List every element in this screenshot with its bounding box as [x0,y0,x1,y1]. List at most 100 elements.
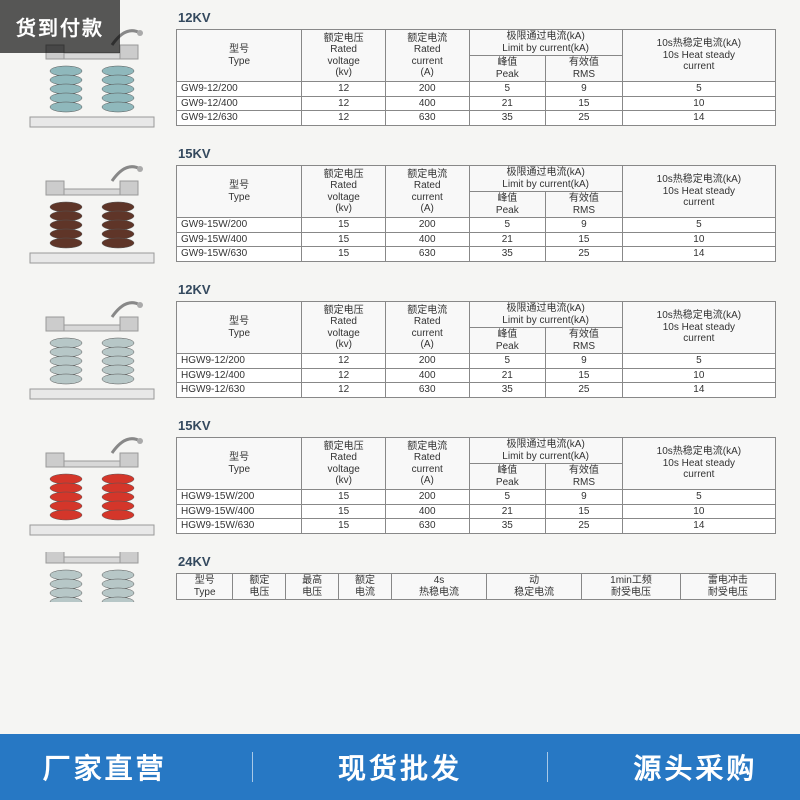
table-cell: 21 [469,504,546,519]
spec-table: 型号Type额定电压Ratedvoltage(kv)额定电流Ratedcurre… [176,301,776,398]
table-header: 额定电压 [233,574,286,600]
spec-block: 12KV 型号Type额定电压Ratedvoltage(kv)额定电流Ratedc… [176,280,776,398]
table-cell: HGW9-15W/630 [177,519,302,534]
table-header: 峰值Peak [469,464,546,490]
table-cell: 15 [302,490,386,505]
table-row: HGW9-15W/40015400211510 [177,504,776,519]
table-header: 10s热稳定电流(kA)10s Heat steadycurrent [622,30,775,82]
spec-title: 12KV [178,10,776,25]
table-cell: GW9-12/400 [177,96,302,111]
table-row: GW9-15W/20015200595 [177,218,776,233]
table-cell: 12 [302,82,386,97]
table-cell: 400 [385,96,469,111]
table-cell: 15 [302,232,386,247]
table-cell: 9 [546,218,623,233]
table-cell: 25 [546,111,623,126]
table-row: HGW9-12/20012200595 [177,354,776,369]
table-header: 10s热稳定电流(kA)10s Heat steadycurrent [622,302,775,354]
footer-item-c: 源头采购 [633,747,757,787]
footer-sep [547,752,548,782]
spec-title: 24KV [178,554,776,569]
spec-block: 12KV 型号Type额定电压Ratedvoltage(kv)额定电流Ratedc… [176,8,776,126]
table-cell: 14 [622,111,775,126]
table-cell: 35 [469,519,546,534]
table-cell: 200 [385,490,469,505]
table-cell: GW9-12/200 [177,82,302,97]
table-header: 额定电压Ratedvoltage(kv) [302,30,386,82]
table-header: 型号Type [177,30,302,82]
table-cell: 12 [302,111,386,126]
product-image [18,280,166,410]
footer-bar: 厂家直营 现货批发 源头采购 [0,734,800,800]
table-header: 额定电压Ratedvoltage(kv) [302,166,386,218]
table-header: 额定电流Ratedcurrent(A) [385,438,469,490]
product-image [18,552,166,602]
table-cell: 15 [302,218,386,233]
table-row: GW9-12/20012200595 [177,82,776,97]
table-header: 有效值RMS [546,328,623,354]
spec-table: 型号Type额定电压Ratedvoltage(kv)额定电流Ratedcurre… [176,165,776,262]
table-cell: 35 [469,247,546,262]
table-cell: 21 [469,96,546,111]
table-cell: HGW9-12/630 [177,383,302,398]
table-header: 极限通过电流(kA)Limit by current(kA) [469,166,622,192]
product-illustration [22,421,162,541]
table-cell: HGW9-15W/200 [177,490,302,505]
spec-table: 型号Type额定电压Ratedvoltage(kv)额定电流Ratedcurre… [176,437,776,534]
table-cell: 630 [385,111,469,126]
table-header: 峰值Peak [469,56,546,82]
table-header: 极限通过电流(kA)Limit by current(kA) [469,438,622,464]
spec-title: 12KV [178,282,776,297]
table-cell: 21 [469,232,546,247]
table-row: HGW9-12/63012630352514 [177,383,776,398]
product-row-partial: 24KV 型号Type额定电压最高电压额定电流4s热稳电流动稳定电流1min工频耐… [18,552,776,602]
table-header: 额定电流Ratedcurrent(A) [385,166,469,218]
table-header: 型号Type [177,574,233,600]
spec-block: 24KV 型号Type额定电压最高电压额定电流4s热稳电流动稳定电流1min工频耐… [176,552,776,600]
table-header: 额定电流Ratedcurrent(A) [385,302,469,354]
table-cell: 5 [622,82,775,97]
table-cell: 5 [469,218,546,233]
table-cell: 12 [302,368,386,383]
table-cell: 25 [546,383,623,398]
table-header: 额定电流Ratedcurrent(A) [385,30,469,82]
footer-item-b: 现货批发 [338,747,462,787]
table-cell: 14 [622,383,775,398]
table-cell: 10 [622,368,775,383]
table-cell: 5 [622,218,775,233]
product-illustration [22,149,162,269]
table-cell: 15 [546,368,623,383]
spec-title: 15KV [178,418,776,433]
table-header: 1min工频耐受电压 [582,574,681,600]
catalog-content: 12KV型号Type额定电压Ratedvoltage(kv)额定电流Ratedc… [0,0,800,602]
table-header: 型号Type [177,438,302,490]
table-row: HGW9-12/40012400211510 [177,368,776,383]
table-header: 最高电压 [286,574,339,600]
table-cell: 5 [622,354,775,369]
table-row: GW9-15W/63015630352514 [177,247,776,262]
table-cell: 5 [469,82,546,97]
product-image [18,416,166,546]
product-row: 12KV 型号Type额定电压Ratedvoltage(kv)额定电流Ratedc… [18,280,776,410]
table-header: 额定电流 [339,574,392,600]
table-header: 有效值RMS [546,464,623,490]
table-cell: 35 [469,383,546,398]
table-cell: HGW9-15W/400 [177,504,302,519]
table-header: 型号Type [177,166,302,218]
table-header: 极限通过电流(kA)Limit by current(kA) [469,302,622,328]
table-header: 10s热稳定电流(kA)10s Heat steadycurrent [622,438,775,490]
table-cell: GW9-15W/400 [177,232,302,247]
footer-item-a: 厂家直营 [43,747,167,787]
spec-title: 15KV [178,146,776,161]
cod-badge: 货到付款 [0,0,120,53]
product-row: 15KV 型号Type额定电压Ratedvoltage(kv)额定电流Ratedc… [18,144,776,274]
table-cell: 12 [302,383,386,398]
table-cell: 12 [302,96,386,111]
table-cell: 15 [546,504,623,519]
table-header: 4s热稳电流 [391,574,486,600]
product-row: 12KV 型号Type额定电压Ratedvoltage(kv)额定电流Ratedc… [18,8,776,138]
table-header: 雷电冲击耐受电压 [680,574,775,600]
table-cell: GW9-12/630 [177,111,302,126]
spec-table-partial: 型号Type额定电压最高电压额定电流4s热稳电流动稳定电流1min工频耐受电压雷… [176,573,776,600]
table-cell: 200 [385,354,469,369]
